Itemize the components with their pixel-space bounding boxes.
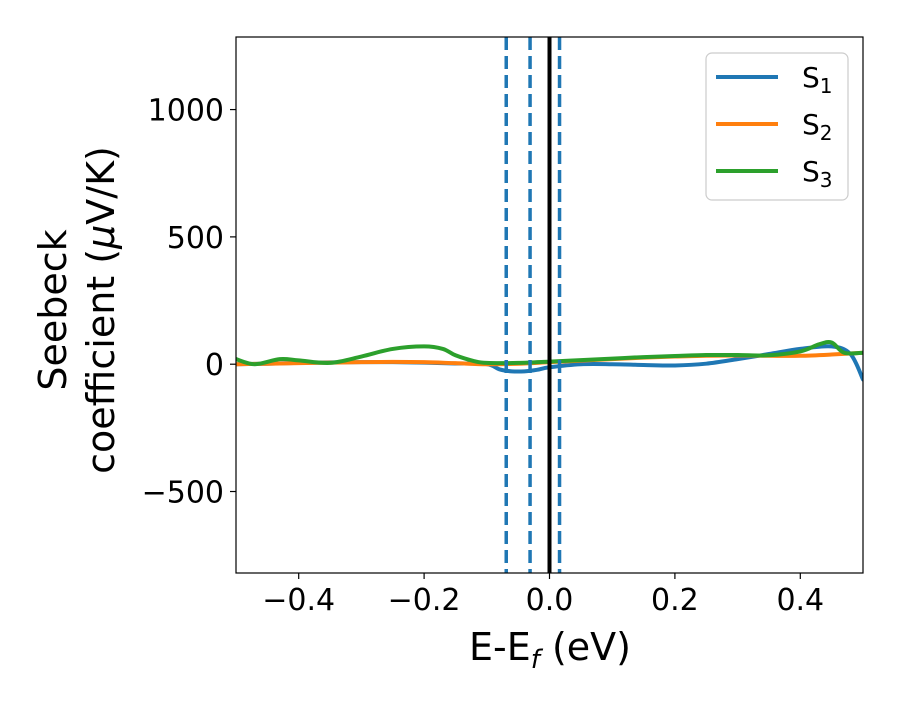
- series-line-3: [236, 340, 863, 367]
- y-axis-label-line1: Seebeck: [31, 229, 75, 390]
- legend-label-sub: 3: [820, 168, 833, 192]
- y-tick-label: −500: [142, 476, 224, 511]
- legend-label-base: S: [802, 61, 820, 94]
- legend-box: [705, 52, 849, 201]
- legend-label-base: S: [802, 108, 820, 141]
- legend-label-1: S1: [802, 61, 833, 98]
- y-axis-label-line1-text: Seebeck: [31, 229, 75, 390]
- reference-lines: [504, 37, 562, 573]
- x-axis-label-base: E-E: [469, 625, 531, 669]
- legend-label-3: S3: [802, 155, 833, 192]
- x-tick-label: 0.4: [776, 583, 824, 618]
- legend-label-sub: 2: [820, 121, 833, 145]
- x-tick-label: −0.4: [262, 583, 335, 618]
- y-tick-label: 0: [205, 348, 224, 383]
- legend-label-base: S: [802, 155, 820, 188]
- x-tick-label: 0.0: [526, 583, 574, 618]
- y-tick-label: 500: [167, 221, 224, 256]
- y-tick-label: 1000: [148, 94, 224, 129]
- axis-ticks: −0.4 −0.2 0.0 0.2 0.4 −500 0 500 1000: [142, 94, 825, 618]
- x-tick-label: 0.2: [651, 583, 699, 618]
- legend-label-2: S2: [802, 108, 833, 145]
- y-axis-label-line2-text: coefficient (: [79, 249, 123, 474]
- x-axis-label-unit: (eV): [540, 625, 631, 669]
- x-axis-label: E-Ef (eV): [469, 625, 631, 675]
- y-axis-label-mu: μ: [79, 225, 123, 250]
- y-axis-label-unit: V/K): [79, 146, 123, 225]
- x-tick-label: −0.2: [388, 583, 461, 618]
- y-axis-label-line2: coefficient (μV/K): [79, 146, 123, 474]
- legend-label-sub: 1: [820, 74, 833, 98]
